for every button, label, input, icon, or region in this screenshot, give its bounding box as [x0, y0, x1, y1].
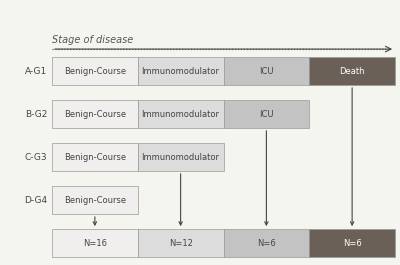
Text: Immunomodulator: Immunomodulator	[142, 67, 220, 76]
Bar	[138, 229, 224, 257]
Text: D-G4: D-G4	[24, 196, 47, 205]
Bar	[52, 229, 138, 257]
Text: Immunomodulator: Immunomodulator	[142, 109, 220, 118]
Text: Benign-Course: Benign-Course	[64, 153, 126, 162]
Text: N=12: N=12	[169, 238, 192, 248]
Text: ICU: ICU	[259, 67, 274, 76]
Text: ICU: ICU	[259, 109, 274, 118]
Text: A-G1: A-G1	[25, 67, 47, 76]
Text: C-G3: C-G3	[24, 153, 47, 162]
Text: N=16: N=16	[83, 238, 107, 248]
Bar	[138, 57, 224, 85]
Text: B-G2: B-G2	[25, 109, 47, 118]
Text: Immunomodulator: Immunomodulator	[142, 153, 220, 162]
Bar	[52, 186, 138, 214]
Bar	[138, 143, 224, 171]
Text: N=6: N=6	[343, 238, 362, 248]
Bar	[52, 100, 138, 128]
Bar	[52, 143, 138, 171]
Text: Benign-Course: Benign-Course	[64, 67, 126, 76]
Text: Death: Death	[339, 67, 365, 76]
Bar	[138, 100, 224, 128]
Bar	[309, 229, 395, 257]
Bar	[309, 57, 395, 85]
Text: N=6: N=6	[257, 238, 276, 248]
Bar	[224, 229, 309, 257]
Text: Benign-Course: Benign-Course	[64, 109, 126, 118]
Bar	[224, 100, 309, 128]
Text: Benign-Course: Benign-Course	[64, 196, 126, 205]
Bar	[224, 57, 309, 85]
Bar	[52, 57, 138, 85]
Text: Stage of disease: Stage of disease	[52, 35, 133, 45]
